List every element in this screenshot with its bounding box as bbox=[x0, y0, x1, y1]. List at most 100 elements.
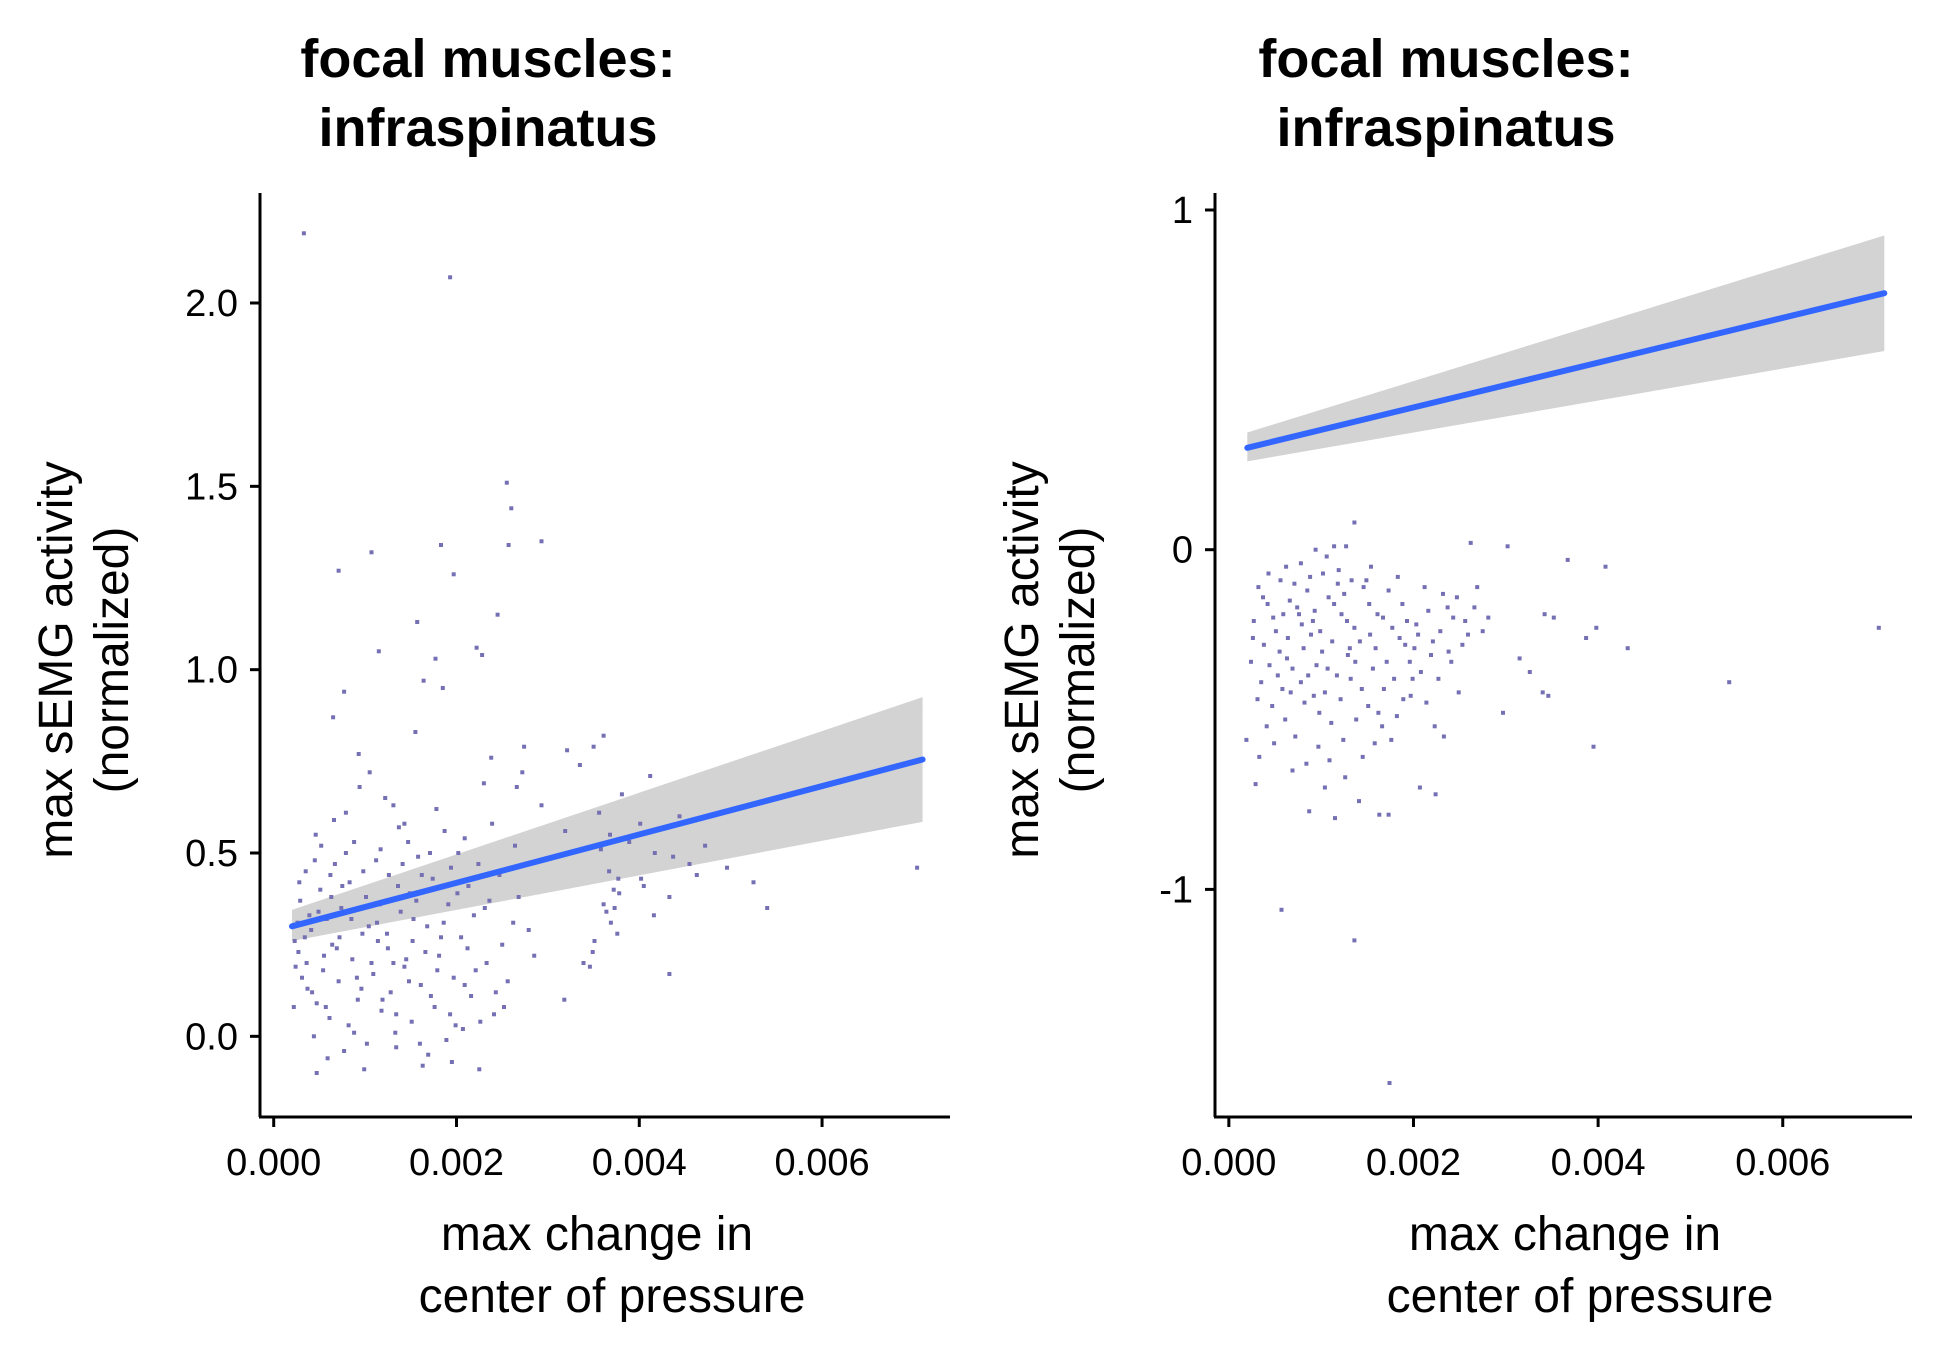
scatter-point bbox=[369, 550, 374, 555]
scatter-point bbox=[336, 979, 341, 984]
scatter-point bbox=[362, 1067, 367, 1072]
left-y-axis-label: max sEMG activity (normalized) bbox=[30, 461, 139, 858]
scatter-point bbox=[1261, 595, 1265, 600]
scatter-point bbox=[329, 895, 334, 899]
scatter-point bbox=[1517, 656, 1522, 661]
scatter-point bbox=[601, 733, 606, 738]
scatter-point bbox=[349, 917, 354, 921]
scatter-point bbox=[321, 968, 326, 973]
scatter-point bbox=[444, 1038, 449, 1042]
left-x-axis-label-line-2: center of pressure bbox=[419, 1270, 806, 1323]
scatter-point bbox=[360, 931, 365, 936]
scatter-point bbox=[1306, 673, 1311, 678]
scatter-point bbox=[449, 1060, 454, 1064]
scatter-point bbox=[591, 744, 596, 749]
scatter-point bbox=[1310, 619, 1315, 623]
scatter-point bbox=[1285, 656, 1289, 661]
scatter-point bbox=[500, 942, 505, 947]
scatter-point bbox=[1401, 697, 1406, 702]
scatter-point bbox=[462, 983, 467, 987]
scatter-point bbox=[340, 884, 345, 888]
scatter-point bbox=[347, 880, 352, 885]
scatter-point bbox=[413, 730, 418, 734]
scatter-point bbox=[1625, 646, 1630, 651]
scatter-point bbox=[1466, 632, 1470, 637]
scatter-point bbox=[1334, 673, 1339, 678]
scatter-point bbox=[1321, 571, 1325, 576]
scatter-point bbox=[1342, 591, 1347, 596]
left-x-axis-label-line-1: max change in bbox=[441, 1208, 753, 1261]
scatter-point bbox=[482, 906, 487, 910]
scatter-point bbox=[1322, 690, 1327, 695]
scatter-point bbox=[1349, 578, 1354, 583]
scatter-point bbox=[1270, 704, 1275, 708]
scatter-point bbox=[1352, 520, 1357, 525]
scatter-point bbox=[1414, 622, 1419, 627]
scatter-point bbox=[386, 873, 391, 877]
scatter-point bbox=[1422, 585, 1427, 590]
scatter-point bbox=[651, 913, 656, 918]
scatter-point bbox=[298, 898, 303, 903]
scatter-point bbox=[1266, 571, 1271, 576]
scatter-point bbox=[1408, 693, 1413, 698]
scatter-point bbox=[611, 887, 616, 892]
scatter-point bbox=[1318, 629, 1323, 634]
scatter-point bbox=[652, 851, 657, 855]
scatter-point bbox=[1480, 629, 1485, 634]
scatter-point bbox=[1386, 588, 1391, 593]
scatter-point bbox=[1320, 649, 1325, 654]
scatter-point bbox=[339, 906, 344, 910]
scatter-point bbox=[421, 678, 426, 683]
scatter-point bbox=[1298, 680, 1303, 685]
scatter-point bbox=[291, 1005, 296, 1009]
scatter-point bbox=[449, 865, 453, 870]
scatter-point bbox=[380, 997, 385, 1002]
scatter-point bbox=[505, 979, 510, 984]
scatter-point bbox=[592, 939, 597, 943]
scatter-point bbox=[316, 909, 321, 914]
scatter-point bbox=[487, 898, 492, 903]
scatter-point bbox=[1316, 744, 1321, 749]
scatter-point bbox=[1594, 625, 1599, 630]
scatter-point bbox=[1281, 612, 1286, 617]
x-tick-label: 0.000 bbox=[1181, 1142, 1276, 1184]
scatter-point bbox=[619, 792, 624, 797]
scatter-point bbox=[1335, 581, 1340, 586]
scatter-point bbox=[504, 480, 509, 485]
scatter-point bbox=[1259, 680, 1264, 685]
scatter-point bbox=[608, 920, 613, 925]
left-confidence-band-layer bbox=[291, 697, 923, 941]
scatter-point bbox=[432, 1005, 437, 1009]
scatter-point bbox=[1376, 710, 1381, 715]
scatter-point bbox=[1256, 585, 1261, 590]
scatter-point bbox=[439, 935, 443, 940]
y-tick-label: 0.0 bbox=[185, 1016, 238, 1058]
scatter-point bbox=[476, 862, 481, 866]
scatter-point bbox=[1546, 693, 1551, 698]
scatter-point bbox=[416, 854, 421, 859]
scatter-point bbox=[1307, 809, 1312, 814]
scatter-point bbox=[1305, 588, 1310, 593]
scatter-point bbox=[305, 986, 310, 991]
scatter-point bbox=[342, 689, 347, 694]
scatter-point bbox=[1387, 1081, 1392, 1085]
scatter-point bbox=[1433, 792, 1438, 797]
left-fit-line-layer bbox=[288, 756, 926, 930]
scatter-point bbox=[404, 957, 409, 962]
scatter-point bbox=[1591, 744, 1596, 749]
scatter-point bbox=[1312, 608, 1317, 613]
right-y-axis-label-line-2: (normalized) bbox=[1052, 527, 1105, 794]
scatter-point bbox=[1384, 659, 1389, 664]
scatter-point bbox=[1336, 568, 1341, 573]
scatter-point bbox=[667, 972, 672, 976]
scatter-point bbox=[394, 1012, 399, 1017]
scatter-point bbox=[484, 961, 489, 965]
scatter-point bbox=[367, 770, 372, 775]
scatter-point bbox=[334, 946, 339, 951]
y-tick-label: 1 bbox=[1172, 190, 1193, 232]
scatter-point bbox=[638, 821, 643, 826]
scatter-point bbox=[1317, 710, 1322, 715]
scatter-point bbox=[328, 873, 333, 877]
left-x-ticks: 0.000 0.002 0.004 0.006 bbox=[226, 1117, 870, 1184]
scatter-point bbox=[1540, 690, 1545, 695]
